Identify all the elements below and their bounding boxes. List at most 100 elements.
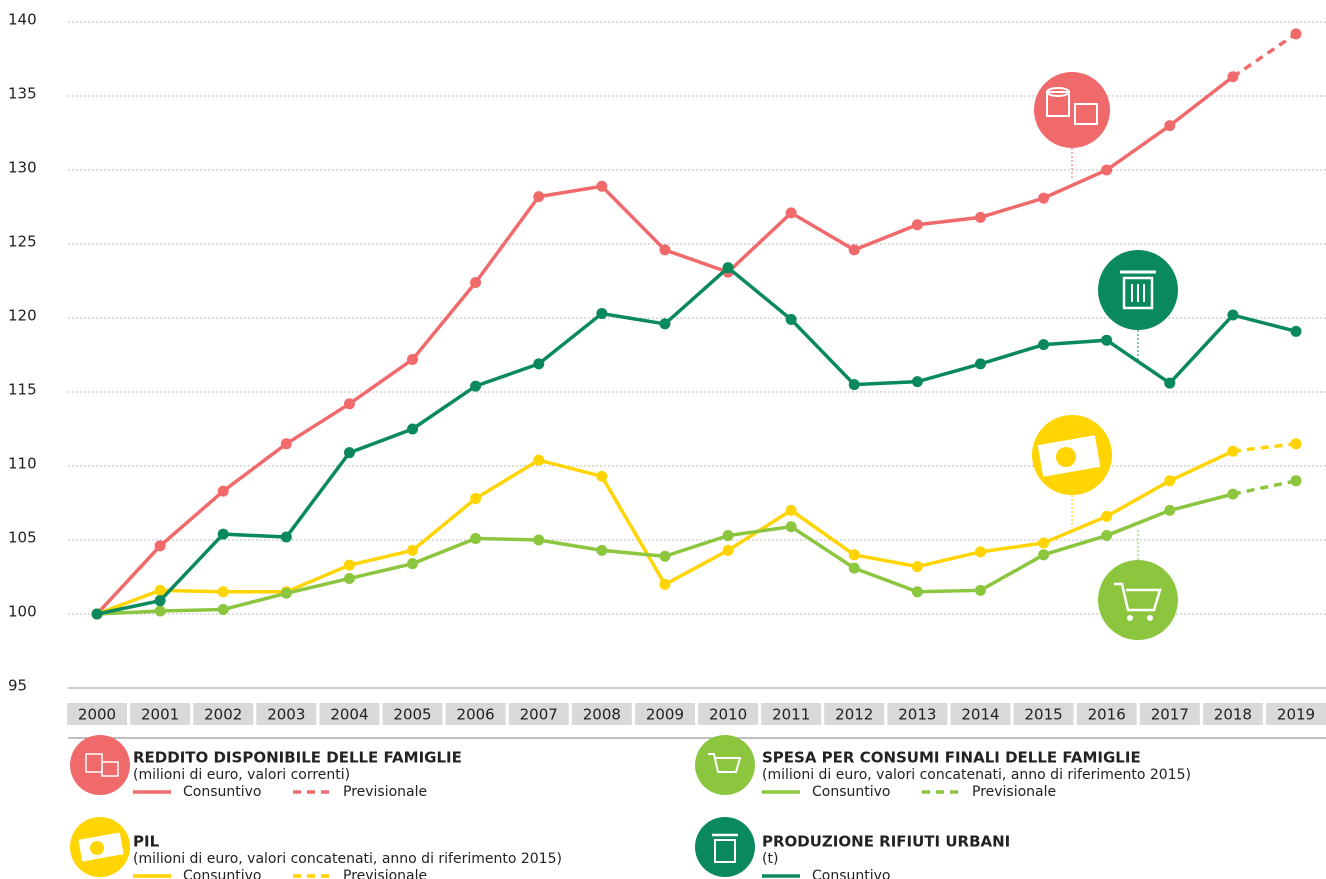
x-tick-box	[824, 703, 885, 725]
legend-entry: Consuntivo	[183, 868, 261, 879]
point	[974, 211, 986, 223]
x-tick-label: 2010	[709, 706, 747, 724]
point	[722, 544, 734, 556]
x-tick-box	[1139, 703, 1200, 725]
point	[217, 485, 229, 497]
point	[1038, 339, 1050, 351]
point	[407, 423, 419, 435]
x-tick-label: 2018	[1214, 706, 1252, 724]
legend-title: SPESA PER CONSUMI FINALI DELLE FAMIGLIE	[762, 749, 1141, 767]
point	[785, 504, 797, 516]
point	[785, 207, 797, 219]
x-tick-label: 2007	[520, 706, 558, 724]
y-tick-label: 125	[8, 233, 37, 251]
x-tick-label: 2005	[393, 706, 431, 724]
legend-subtitle: (milioni di euro, valori correnti)	[133, 767, 350, 783]
point	[1290, 475, 1302, 487]
x-tick-label: 2006	[457, 706, 495, 724]
x-tick-label: 2017	[1151, 706, 1189, 724]
point	[974, 546, 986, 558]
point	[217, 586, 229, 598]
x-tick-label: 2009	[646, 706, 684, 724]
x-tick-label: 2014	[961, 706, 999, 724]
point	[280, 438, 292, 450]
forecast-line	[1232, 442, 1297, 453]
y-tick-label: 140	[8, 11, 37, 29]
x-tick-box	[1076, 703, 1137, 725]
y-tick-label: 95	[8, 677, 27, 695]
series-line	[96, 265, 1297, 616]
x-tick-label: 2012	[835, 706, 873, 724]
point	[1227, 71, 1239, 83]
x-tick-box	[698, 703, 759, 725]
point	[280, 587, 292, 599]
legend-entry: Previsionale	[972, 784, 1056, 800]
x-tick-label: 2002	[204, 706, 242, 724]
point	[596, 308, 608, 320]
legend-entry: Consuntivo	[183, 784, 261, 800]
point	[596, 544, 608, 556]
point	[911, 376, 923, 388]
point	[848, 549, 860, 561]
point	[1227, 309, 1239, 321]
point	[91, 608, 103, 620]
x-tick-box	[445, 703, 506, 725]
point	[343, 447, 355, 459]
point	[596, 180, 608, 192]
x-tick-box	[256, 703, 317, 725]
y-tick-label: 130	[8, 159, 37, 177]
x-tick-box	[1013, 703, 1074, 725]
point	[848, 379, 860, 391]
x-tick-box	[1202, 703, 1263, 725]
legend-title: PRODUZIONE RIFIUTI URBANI	[762, 833, 1010, 851]
legend-entry: Previsionale	[343, 784, 427, 800]
point	[470, 533, 482, 545]
point	[722, 530, 734, 542]
x-tick-box	[67, 703, 127, 725]
x-tick-box	[950, 703, 1011, 725]
legend-subtitle: (milioni di euro, valori concatenati, an…	[133, 851, 562, 867]
x-tick-box	[571, 703, 632, 725]
legend-entry: Consuntivo	[812, 868, 890, 879]
legend-title: REDDITO DISPONIBILE DELLE FAMIGLIE	[133, 749, 462, 767]
x-tick-box	[508, 703, 569, 725]
point	[154, 584, 166, 596]
icon-spesa	[1098, 530, 1178, 640]
point	[1101, 164, 1113, 176]
legend-icon	[70, 735, 755, 877]
legend-subtitle: (milioni di euro, valori concatenati, an…	[762, 767, 1191, 783]
x-tick-box	[1266, 703, 1326, 725]
point	[911, 586, 923, 598]
x-tick-label: 2015	[1024, 706, 1062, 724]
x-tick-box	[761, 703, 822, 725]
x-tick-label: 2016	[1088, 706, 1126, 724]
point	[1164, 504, 1176, 516]
y-tick-label: 105	[8, 529, 37, 547]
point	[343, 572, 355, 584]
y-tick-label: 135	[8, 85, 37, 103]
point	[1164, 120, 1176, 132]
point	[1164, 475, 1176, 487]
icon-rifiuti	[1098, 250, 1178, 360]
point	[1101, 510, 1113, 522]
x-tick-label: 2008	[583, 706, 621, 724]
point	[343, 398, 355, 410]
point	[1038, 549, 1050, 561]
point	[848, 562, 860, 574]
y-tick-label: 120	[8, 307, 37, 325]
point	[974, 584, 986, 596]
point	[154, 540, 166, 552]
point	[533, 454, 545, 466]
y-tick-label: 100	[8, 603, 37, 621]
point	[407, 353, 419, 365]
point	[470, 276, 482, 288]
x-tick-label: 2011	[772, 706, 810, 724]
point	[154, 595, 166, 607]
x-tick-label: 2003	[267, 706, 305, 724]
point	[533, 191, 545, 203]
x-tick-label: 2013	[898, 706, 936, 724]
point	[217, 528, 229, 540]
legend-title: PIL	[133, 833, 160, 851]
point	[596, 470, 608, 482]
x-tick-box	[382, 703, 443, 725]
